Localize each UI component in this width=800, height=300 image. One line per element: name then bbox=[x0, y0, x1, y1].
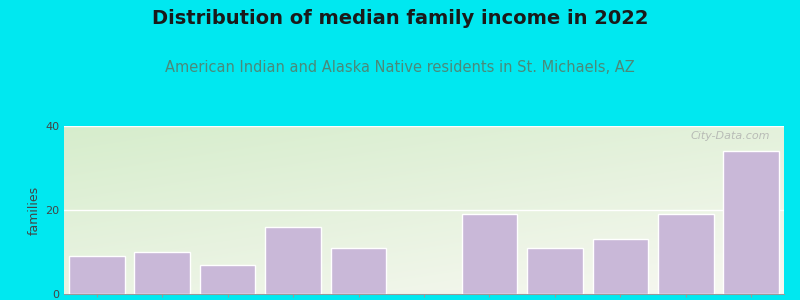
Bar bbox=[658, 214, 714, 294]
Bar bbox=[200, 265, 255, 294]
Bar bbox=[134, 252, 190, 294]
Text: City-Data.com: City-Data.com bbox=[690, 131, 770, 141]
Bar bbox=[266, 227, 321, 294]
Bar bbox=[723, 151, 779, 294]
Text: Distribution of median family income in 2022: Distribution of median family income in … bbox=[152, 9, 648, 28]
Bar bbox=[527, 248, 582, 294]
Text: American Indian and Alaska Native residents in St. Michaels, AZ: American Indian and Alaska Native reside… bbox=[165, 60, 635, 75]
Bar bbox=[593, 239, 648, 294]
Y-axis label: families: families bbox=[28, 185, 41, 235]
Bar bbox=[462, 214, 518, 294]
Bar bbox=[69, 256, 125, 294]
Bar bbox=[330, 248, 386, 294]
